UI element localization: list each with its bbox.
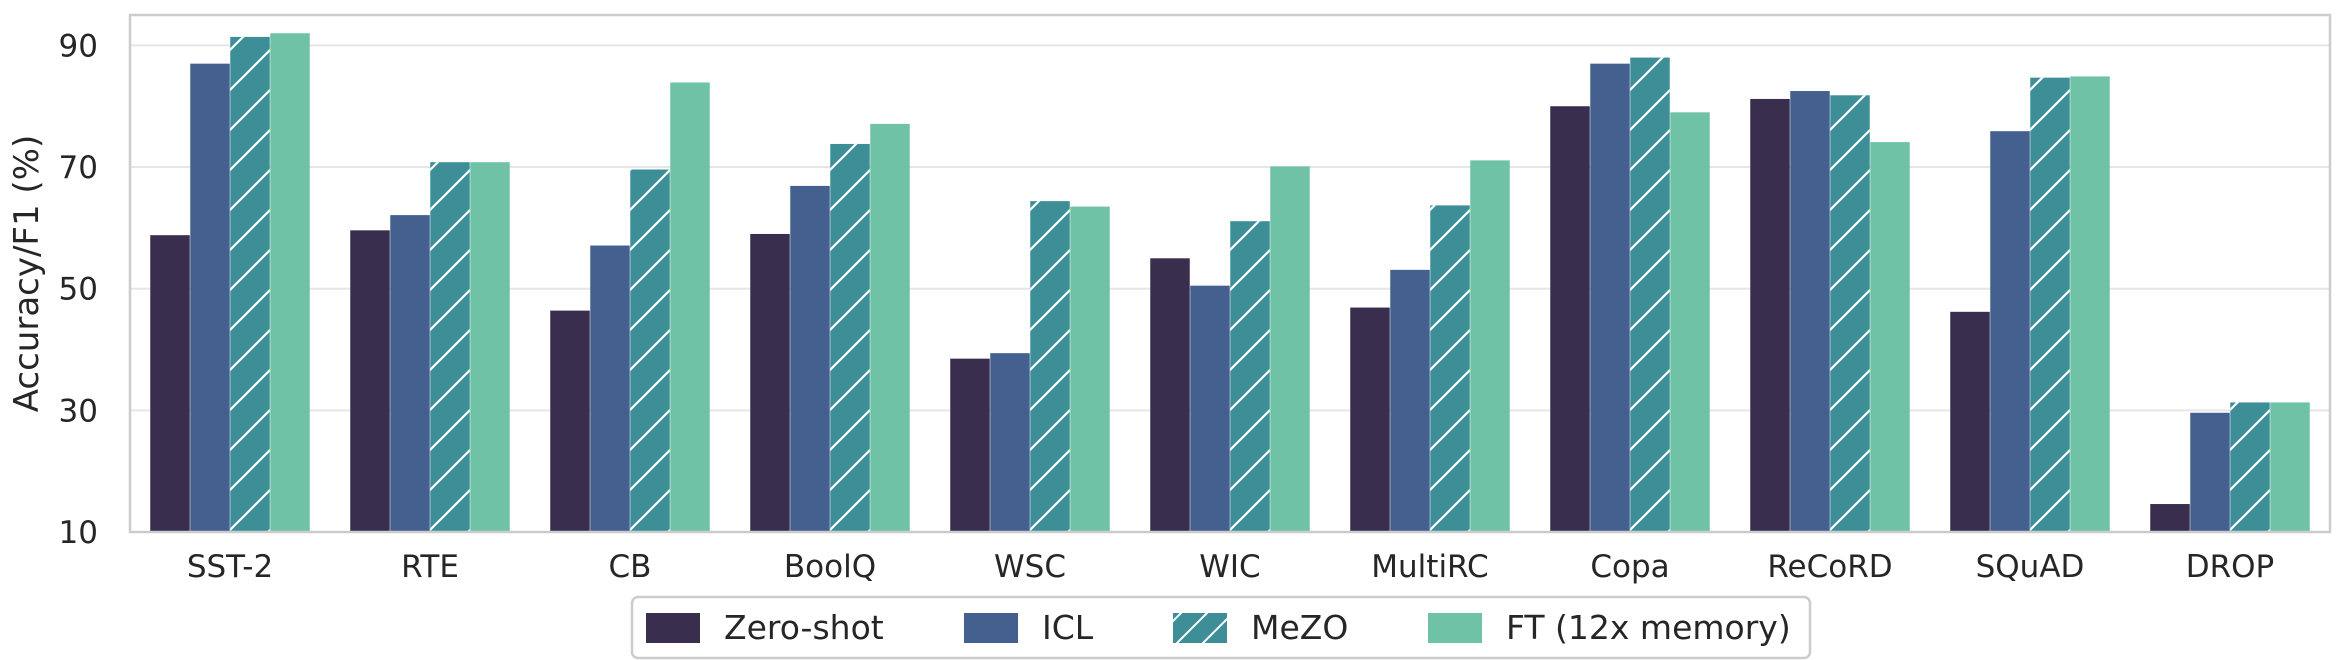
x-tick-label: WIC [1199,549,1260,585]
bar-zero-shot [750,233,790,532]
plot-frame [128,13,2332,534]
legend-swatch-ft-12x-memory [1428,613,1482,643]
bar-icl [2190,412,2230,532]
bar-ft-12x-memory [1870,142,1910,533]
bar-hatch-mezo [1230,221,1270,532]
x-tick-label: MultiRC [1371,549,1488,585]
bar-icl [990,353,1030,532]
bar-hatch-mezo [230,36,270,532]
legend-swatch-zero-shot [646,613,700,643]
legend-label-icl: ICL [1042,608,1094,647]
bar-ft-12x-memory [670,82,710,533]
bars [150,33,2310,533]
legend-swatch-icl [964,613,1018,643]
bar-group [2150,402,2310,532]
bar-group [1550,57,1710,533]
bar-ft-12x-memory [1470,160,1510,533]
bar-zero-shot [1950,311,1990,532]
bar-zero-shot [1550,106,1590,532]
bar-ft-12x-memory [1070,206,1110,532]
bar-hatch-mezo [1430,205,1470,533]
x-tick-label: SST-2 [187,549,273,585]
bar-hatch-mezo [630,169,670,532]
legend-label-ft-12x-memory: FT (12x memory) [1506,608,1791,647]
bar-icl [190,63,230,533]
legend-label-mezo: MeZO [1251,608,1348,647]
bar-ft-12x-memory [1670,112,1710,532]
bar-icl [790,185,830,532]
bar-icl [590,245,630,532]
bar-hatch-mezo [830,143,870,533]
x-tick-label: WSC [994,549,1066,585]
bar-group [1150,166,1310,532]
bar-group [150,33,310,533]
bar-ft-12x-memory [1270,166,1310,532]
x-tick-label: RTE [401,549,459,585]
bar-group [550,82,710,533]
bar-group [1350,160,1510,533]
bar-zero-shot [950,358,990,532]
bar-icl [1190,285,1230,532]
bar-group [950,201,1110,532]
bar-ft-12x-memory [2070,76,2110,532]
bar-group [750,123,910,533]
y-tick-label: 50 [59,272,98,308]
y-tick-labels: 10 30 50 70 90 [59,28,98,551]
x-tick-label: ReCoRD [1767,549,1892,585]
bar-ft-12x-memory [870,123,910,532]
y-tick-label: 30 [59,393,98,429]
y-axis-label: Accuracy/F1 (%) [7,135,47,413]
bar-ft-12x-memory [470,162,510,533]
x-tick-labels: SST-2 RTE CB BoolQ WSC WIC MultiRC Copa ReCoRD SQ… [187,549,2274,585]
bar-icl [1590,63,1630,533]
x-tick-label: SQuAD [1976,549,2085,585]
y-tick-label: 10 [59,515,98,551]
bar-ft-12x-memory [270,33,310,532]
bar-hatch-mezo [2030,77,2070,533]
bar-hatch-mezo [2230,402,2270,532]
bar-group [1950,76,2110,533]
bar-group [1750,91,1910,533]
legend-label-zero-shot: Zero-shot [724,608,884,647]
legend: Zero-shot ICL MeZO FT (12x memory) [630,595,1812,660]
bar-hatch-mezo [1030,201,1070,532]
bar-hatch-mezo [1630,57,1670,532]
x-tick-label: Copa [1590,549,1669,585]
bar-icl [390,215,430,532]
legend-swatch-hatch [1173,613,1227,643]
y-tick-label: 90 [59,28,98,64]
bar-zero-shot [1350,307,1390,532]
bar-zero-shot [550,310,590,532]
bar-zero-shot [1150,258,1190,532]
x-tick-label: BoolQ [784,549,876,585]
bar-zero-shot [150,235,190,532]
bar-zero-shot [1750,98,1790,533]
bar-group [350,162,510,533]
bar-zero-shot [350,230,390,532]
bar-icl [1990,131,2030,532]
bar-hatch-mezo [1830,95,1870,533]
bar-zero-shot [2150,504,2190,532]
bar-hatch-mezo [430,162,470,533]
x-tick-label: CB [609,549,652,585]
y-tick-label: 70 [59,150,98,186]
x-tick-label: DROP [2186,549,2275,585]
bar-ft-12x-memory [2270,402,2310,532]
bar-icl [1390,269,1430,532]
bar-icl [1790,91,1830,532]
